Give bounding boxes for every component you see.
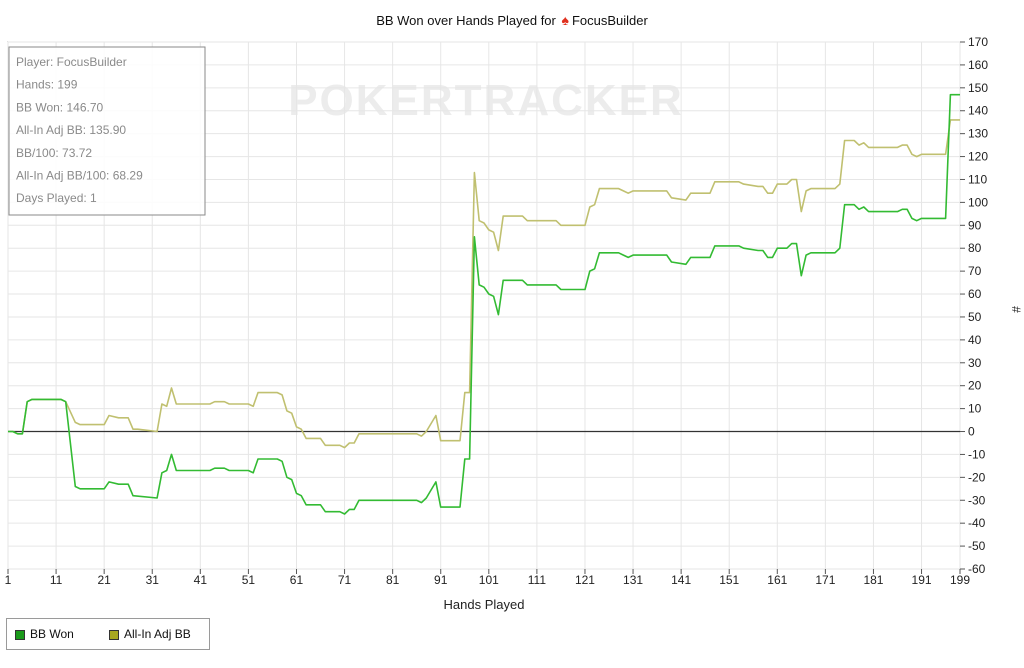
y-tick-label: 120 — [968, 150, 988, 164]
y-tick-label: 80 — [968, 241, 982, 255]
stats-line: Player: FocusBuilder — [16, 55, 127, 69]
x-tick-label: 51 — [242, 573, 256, 587]
stats-line: BB/100: 73.72 — [16, 146, 92, 160]
y-tick-label: 150 — [968, 81, 988, 95]
y-tick-label: 60 — [968, 287, 982, 301]
stats-box: Player: FocusBuilder Hands: 199 BB Won: 14… — [8, 46, 206, 216]
x-tick-label: 41 — [194, 573, 208, 587]
y-tick-label: 30 — [968, 356, 982, 370]
x-tick-label: 91 — [434, 573, 448, 587]
legend-item-bb-won[interactable]: BB Won — [15, 627, 74, 641]
x-tick-label: 141 — [671, 573, 691, 587]
x-tick-label: 151 — [719, 573, 739, 587]
chart-title: BB Won over Hands Played for ♠ FocusBuild… — [0, 12, 1024, 28]
y-tick-label: 70 — [968, 264, 982, 278]
stats-line: All-In Adj BB/100: 68.29 — [16, 169, 143, 183]
y-tick-label: -30 — [968, 493, 986, 507]
y-tick-label: -40 — [968, 516, 986, 530]
chart-legend: BB Won All-In Adj BB — [6, 618, 210, 650]
legend-swatch-bb-won — [15, 629, 25, 640]
legend-swatch-all-in-adj-bb — [109, 629, 119, 640]
x-tick-label: 1 — [5, 573, 12, 587]
x-tick-label: 171 — [815, 573, 835, 587]
y-tick-label: -60 — [968, 562, 986, 576]
x-tick-label: 11 — [50, 573, 63, 587]
x-tick-label: 121 — [575, 573, 595, 587]
x-axis-label: Hands Played — [444, 597, 525, 612]
y-tick-label: 40 — [968, 333, 982, 347]
series-line-all-in-adj-bb — [8, 119, 960, 449]
stats-line: All-In Adj BB: 135.90 — [16, 123, 126, 137]
x-tick-label: 31 — [146, 573, 160, 587]
series-line-bb-won — [8, 93, 960, 515]
y-tick-label: 160 — [968, 58, 988, 72]
x-tick-label: 111 — [528, 573, 547, 587]
y-tick-label: -20 — [968, 470, 986, 484]
x-tick-label: 81 — [386, 573, 400, 587]
x-tick-label: 71 — [338, 573, 352, 587]
chart-title-player: FocusBuilder — [571, 13, 648, 28]
x-tick-label: 21 — [97, 573, 111, 587]
x-tick-label: 61 — [290, 573, 304, 587]
watermark-text: POKERTRACKER — [288, 76, 684, 125]
y-tick-label: 140 — [968, 104, 988, 118]
stats-line: Hands: 199 — [16, 78, 78, 92]
y-tick-label: 130 — [968, 127, 988, 141]
y-tick-label: 170 — [968, 35, 988, 49]
x-tick-label: 181 — [863, 573, 883, 587]
spade-icon: ♠ — [561, 12, 569, 28]
y-tick-label: 20 — [968, 379, 982, 393]
y-axis-label: # — [1009, 306, 1023, 313]
chart-title-text: BB Won over Hands Played for — [376, 13, 556, 28]
y-tick-label: -10 — [968, 447, 986, 461]
legend-item-all-in-adj-bb[interactable]: All-In Adj BB — [109, 627, 191, 641]
legend-label-all-in-adj-bb: All-In Adj BB — [124, 627, 191, 641]
x-tick-label: 199 — [950, 573, 970, 587]
y-tick-label: 100 — [968, 195, 988, 209]
y-tick-label: -50 — [968, 539, 986, 553]
y-tick-label: 110 — [968, 172, 987, 186]
y-tick-label: 90 — [968, 218, 982, 232]
x-tick-label: 131 — [623, 573, 643, 587]
stats-line: Days Played: 1 — [16, 191, 97, 205]
y-tick-label: 0 — [968, 425, 975, 439]
stats-line: BB Won: 146.70 — [16, 100, 103, 114]
stats-box-frame — [8, 46, 206, 216]
legend-label-bb-won: BB Won — [30, 627, 74, 641]
y-tick-label: 10 — [968, 402, 982, 416]
x-tick-label: 161 — [767, 573, 787, 587]
y-tick-label: 50 — [968, 310, 982, 324]
x-tick-label: 191 — [912, 573, 932, 587]
x-tick-label: 101 — [479, 573, 499, 587]
